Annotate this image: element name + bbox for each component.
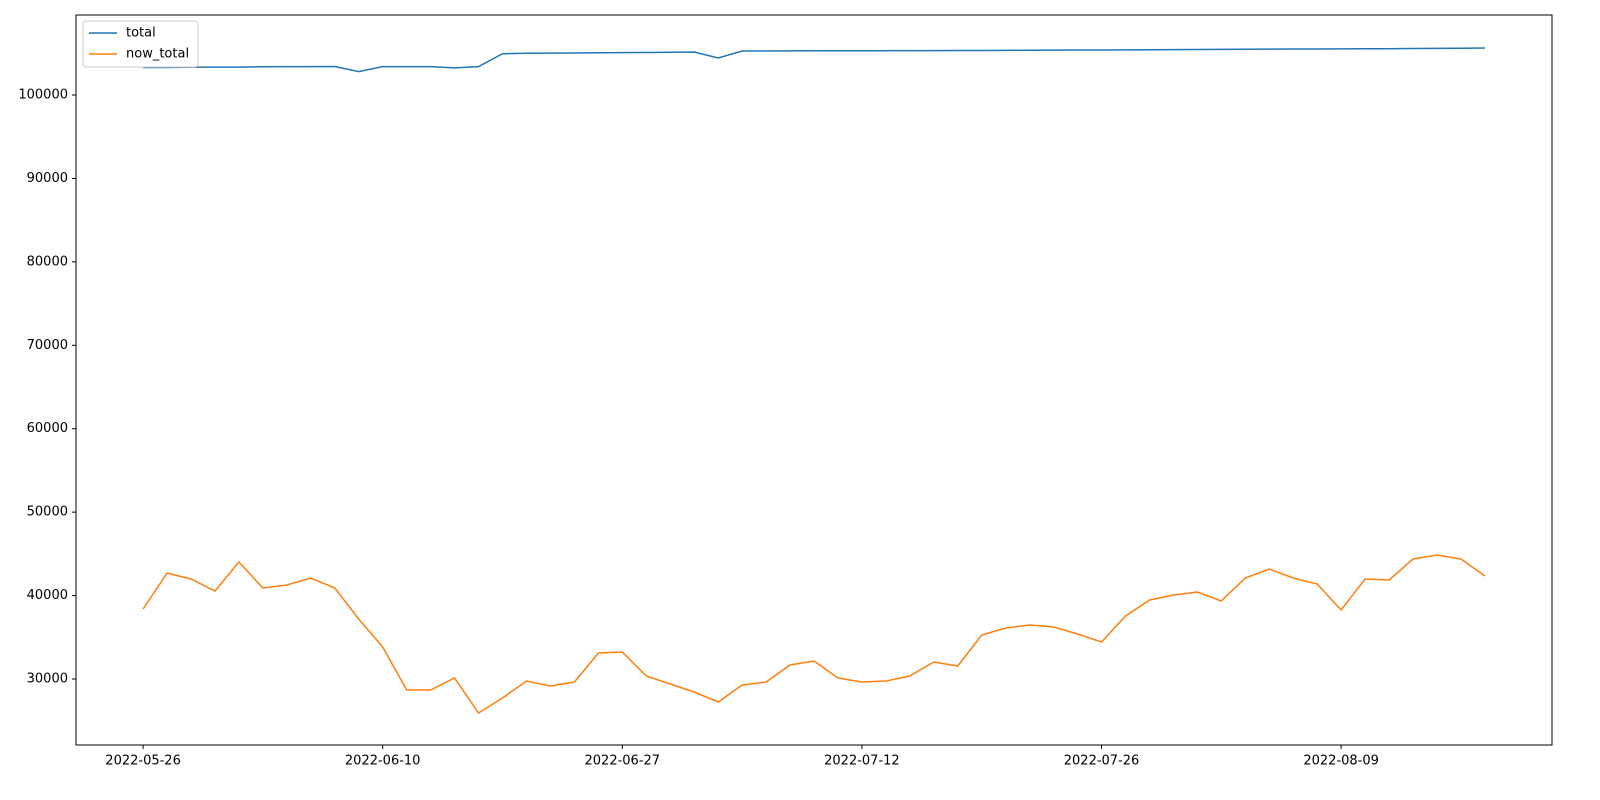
legend-label: total <box>126 26 156 41</box>
y-tick-label: 90000 <box>27 171 68 186</box>
x-tick-label: 2022-08-09 <box>1303 754 1379 769</box>
plot-frame <box>75 14 1553 746</box>
x-tick-label: 2022-07-12 <box>824 754 900 769</box>
x-tick-label: 2022-07-26 <box>1064 754 1140 769</box>
x-tick-label: 2022-06-27 <box>585 754 661 769</box>
y-tick-label: 50000 <box>27 505 68 520</box>
series-line <box>142 554 1486 715</box>
y-tick-label: 80000 <box>27 254 68 269</box>
y-tick-label: 70000 <box>27 338 68 353</box>
y-tick-label: 100000 <box>18 88 68 103</box>
y-tick-label: 30000 <box>27 672 68 687</box>
y-tick-label: 60000 <box>27 421 68 436</box>
x-tick-label: 2022-05-26 <box>105 754 181 769</box>
series-line <box>143 47 1485 73</box>
y-tick-label: 40000 <box>27 588 68 603</box>
x-tick-label: 2022-06-10 <box>345 754 421 769</box>
legend-label: now_total <box>126 47 189 62</box>
